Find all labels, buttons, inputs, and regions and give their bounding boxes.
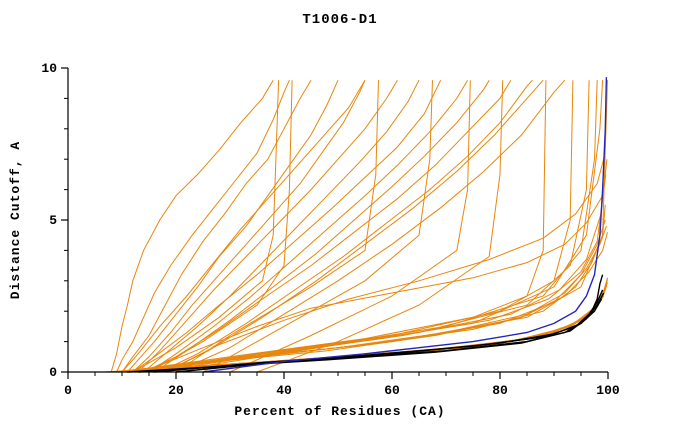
y-tick-label: 0 — [49, 365, 57, 380]
model-curve-orange — [137, 79, 398, 373]
model-curve-orange — [111, 232, 608, 373]
model-curve-orange — [132, 219, 606, 373]
model-curve-orange — [143, 79, 420, 373]
model-curve-orange — [121, 79, 312, 373]
x-tick-label: 60 — [384, 383, 400, 398]
x-tick-label: 20 — [168, 383, 184, 398]
x-tick-label: 40 — [276, 383, 292, 398]
y-axis-title: Distance Cutoff, A — [8, 140, 23, 300]
x-axis-title: Percent of Residues (CA) — [234, 404, 446, 419]
model-curve-orange — [159, 79, 533, 373]
model-curve-orange — [110, 79, 274, 373]
model-curve-orange — [121, 79, 366, 373]
model-curve-orange — [132, 79, 366, 373]
model-curve-orange — [148, 79, 469, 373]
x-tick-label: 0 — [64, 383, 72, 398]
model-curve-blue — [202, 77, 608, 373]
model-curve-orange — [138, 159, 608, 373]
x-tick-label: 100 — [596, 383, 620, 398]
x-tick-label: 80 — [492, 383, 508, 398]
model-curve-orange — [164, 79, 544, 373]
plot-title: T1006-D1 — [302, 12, 378, 28]
model-curve-orange — [105, 291, 606, 373]
model-curve-orange — [154, 79, 490, 373]
model-curve-orange — [132, 79, 442, 373]
model-curve-orange — [229, 80, 471, 373]
model-curve-orange — [202, 80, 433, 373]
model-curve-orange — [175, 80, 379, 373]
model-curve-orange — [143, 79, 512, 373]
model-curve-orange — [164, 152, 606, 373]
y-tick-label: 5 — [49, 213, 57, 228]
model-curve-orange — [165, 80, 604, 373]
model-curve-orange — [127, 79, 339, 373]
y-tick-label: 10 — [41, 61, 57, 76]
model-curve-orange — [175, 79, 566, 373]
model-curve-orange — [132, 80, 280, 373]
model-curve-orange — [116, 79, 290, 373]
model-curve-orange — [143, 195, 604, 373]
model-curve-orange — [148, 80, 293, 373]
model-curve-black — [127, 292, 605, 373]
